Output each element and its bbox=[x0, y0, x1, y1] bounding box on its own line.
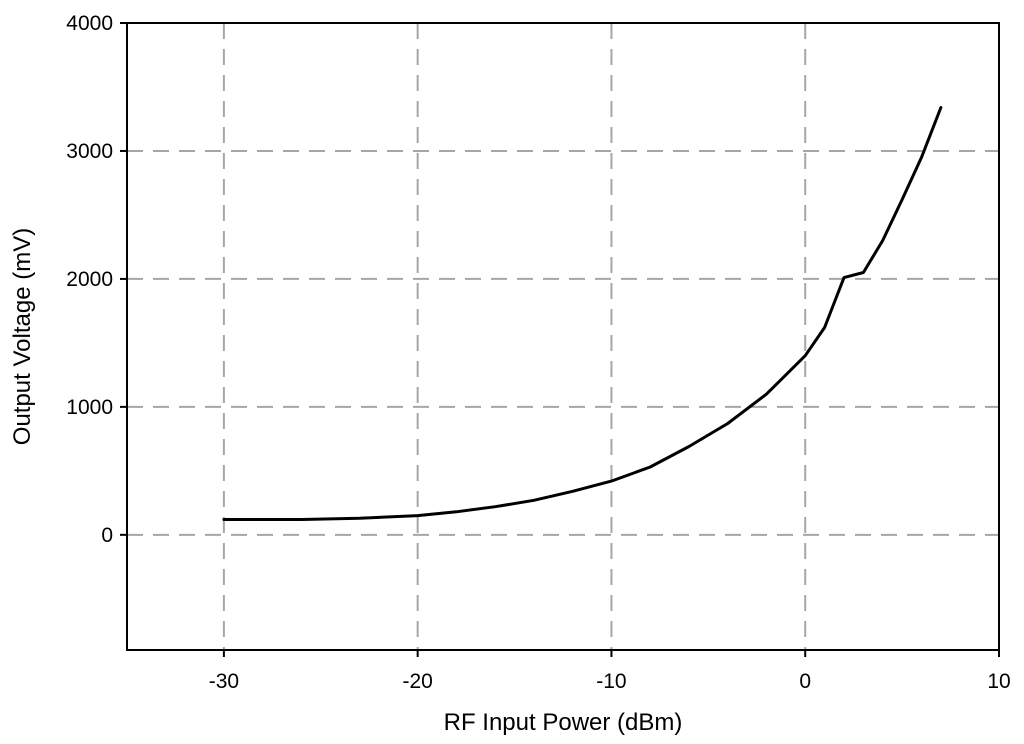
y-axis-title: Output Voltage (mV) bbox=[9, 228, 36, 445]
plot-frame bbox=[126, 22, 1000, 651]
y-tick-label: 1000 bbox=[66, 396, 113, 419]
series-line bbox=[222, 106, 943, 521]
x-tick-label: -20 bbox=[402, 670, 432, 693]
y-tick-labels: 0 1000 2000 3000 4000 bbox=[66, 12, 113, 547]
x-tick-label: -10 bbox=[596, 670, 626, 693]
x-tick-label: 10 bbox=[987, 670, 1010, 693]
y-tick-label: 0 bbox=[101, 524, 113, 547]
series-layer bbox=[222, 106, 943, 521]
x-tick-labels: -30 -20 -10 0 10 bbox=[209, 670, 1011, 693]
x-axis-title: RF Input Power (dBm) bbox=[444, 709, 683, 736]
y-tick-label: 4000 bbox=[66, 12, 113, 35]
y-tick-label: 2000 bbox=[66, 268, 113, 291]
tick-marks bbox=[120, 22, 1000, 657]
x-tick-label: -30 bbox=[209, 670, 239, 693]
y-tick-label: 3000 bbox=[66, 140, 113, 163]
x-tick-label: 0 bbox=[799, 670, 811, 693]
grid-lines bbox=[127, 23, 999, 650]
